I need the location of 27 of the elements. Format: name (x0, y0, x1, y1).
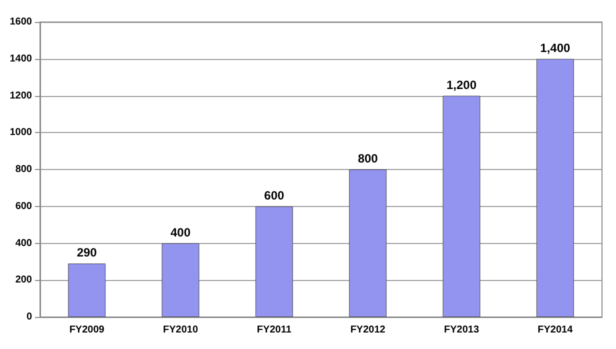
x-tick-label: FY2014 (538, 324, 574, 336)
y-tick-label: 600 (15, 200, 32, 212)
y-tick-label: 200 (15, 274, 32, 286)
y-tick-label: 1000 (10, 127, 32, 138)
x-tick-label: FY2013 (444, 324, 480, 336)
x-tick-label: FY2012 (350, 324, 386, 336)
data-label: 800 (358, 152, 378, 166)
data-label: 1,200 (446, 78, 477, 92)
y-tick-label: 1600 (10, 16, 32, 28)
data-label: 400 (170, 225, 191, 240)
y-tick-label: 400 (15, 238, 32, 249)
data-label: 290 (76, 246, 98, 260)
bar (349, 170, 387, 317)
data-label: 1,400 (540, 40, 571, 55)
bar (536, 58, 574, 317)
y-tick-label: 0 (26, 312, 32, 322)
x-tick-label: FY2010 (162, 324, 198, 336)
bar (68, 264, 106, 317)
data-label: 600 (264, 188, 284, 202)
y-tick-label: 1400 (10, 53, 32, 64)
y-tick-label: 800 (15, 164, 32, 175)
x-tick-label: FY2009 (69, 324, 105, 336)
bar (255, 206, 293, 317)
bar (442, 96, 480, 317)
bar (162, 243, 200, 317)
x-tick-label: FY2011 (256, 324, 292, 336)
y-tick-label: 1200 (10, 90, 32, 102)
